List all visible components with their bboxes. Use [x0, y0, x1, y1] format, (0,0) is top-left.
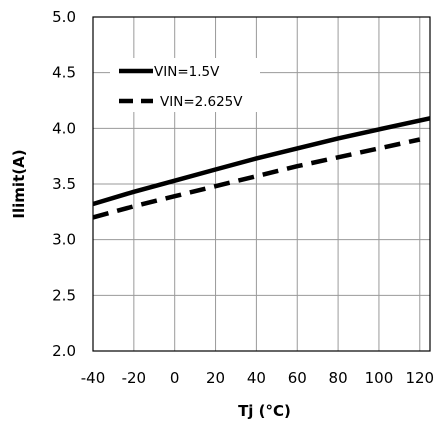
series-line-1: [92, 137, 421, 220]
x-axis-title: Tj (°C): [238, 402, 291, 420]
x-tick-label: 120: [405, 369, 434, 387]
y-tick-label: 2.0: [52, 342, 76, 360]
series-line-0: [92, 116, 431, 207]
x-tick-label: 100: [365, 369, 394, 387]
plot-frame: [92, 16, 431, 352]
x-tick-label: 0: [170, 369, 180, 387]
y-tick-label: 3.0: [52, 231, 76, 249]
x-tick-label: 20: [206, 369, 225, 387]
legend-label-vin-2-625v: VIN=2.625V: [160, 94, 243, 110]
x-tick-label: 60: [288, 369, 307, 387]
x-tick-label: 80: [329, 369, 348, 387]
legend: VIN=1.5V VIN=2.625V: [110, 58, 260, 112]
x-tick-labels: -40 -20 0 20 40 60 80 100 120: [81, 369, 434, 387]
y-axis-title: Ilimit(A): [10, 149, 28, 218]
x-tick-label: -40: [81, 369, 106, 387]
y-tick-label: 4.5: [52, 64, 76, 82]
y-tick-label: 3.5: [52, 175, 76, 193]
x-tick-label: -20: [122, 369, 147, 387]
y-tick-label: 5.0: [52, 8, 76, 26]
x-tick-label: 40: [247, 369, 266, 387]
y-tick-labels: 2.0 2.5 3.0 3.5 4.0 4.5 5.0: [52, 8, 76, 360]
y-tick-label: 4.0: [52, 119, 76, 137]
legend-label-vin-1-5v: VIN=1.5V: [154, 64, 220, 80]
y-tick-label: 2.5: [52, 286, 76, 304]
series-lines: [92, 116, 431, 220]
legend-background: [110, 58, 260, 112]
